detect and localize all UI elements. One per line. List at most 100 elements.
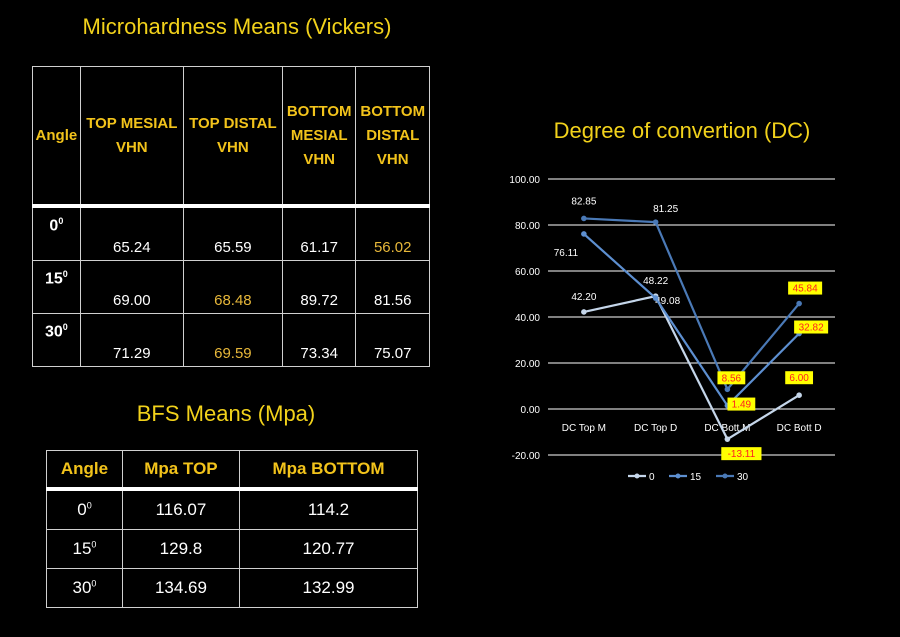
y-tick-label: -20.00 bbox=[512, 451, 541, 462]
y-tick-label: 20.00 bbox=[515, 359, 540, 370]
data-point bbox=[796, 300, 802, 307]
micro-header-line: TOP DISTAL bbox=[189, 114, 277, 132]
bfs-angle-cell: 150 bbox=[46, 529, 123, 569]
micro-value-cell: 65.24 bbox=[79, 205, 184, 261]
data-label: 42.20 bbox=[571, 292, 596, 303]
angle-value: 0 bbox=[77, 500, 87, 519]
angle-value: 15 bbox=[44, 270, 63, 288]
microhardness-table: Angle TOP MESIAL VHN TOP DISTAL VHN BOTTOM MES… bbox=[32, 66, 430, 367]
y-tick-label: 0.00 bbox=[521, 405, 541, 416]
micro-header-2: TOP DISTAL VHN bbox=[182, 66, 283, 207]
data-point bbox=[724, 386, 731, 393]
data-label: 1.49 bbox=[732, 400, 752, 411]
degree-superscript: 0 bbox=[58, 216, 64, 226]
micro-header-line: VHN bbox=[376, 150, 409, 168]
micro-header-line: VHN bbox=[115, 138, 148, 156]
micro-header-line: VHN bbox=[303, 150, 335, 168]
micro-angle-cell: 150 bbox=[32, 260, 81, 314]
bfs-angle-cell: 300 bbox=[46, 568, 123, 608]
micro-value-cell: 75.07 bbox=[355, 313, 430, 367]
data-point bbox=[581, 309, 587, 315]
degree-superscript: 0 bbox=[91, 578, 97, 589]
micro-value-cell: 61.17 bbox=[281, 205, 357, 261]
legend-marker bbox=[675, 473, 681, 479]
micro-value-cell: 69.00 bbox=[79, 260, 184, 314]
data-label: 8.56 bbox=[722, 373, 742, 384]
micro-header-1: TOP MESIAL VHN bbox=[79, 66, 184, 207]
micro-header-line: Angle bbox=[35, 126, 78, 144]
bfs-row: 150 129.8 120.77 bbox=[46, 529, 419, 569]
bfs-header-2: Mpa BOTTOM bbox=[238, 450, 419, 490]
data-label-highlight bbox=[727, 397, 756, 411]
legend-marker bbox=[722, 473, 728, 479]
bfs-value-cell: 120.77 bbox=[238, 529, 419, 569]
micro-value-cell: 81.56 bbox=[355, 260, 430, 314]
degree-superscript: 0 bbox=[91, 539, 97, 550]
y-tick-label: 40.00 bbox=[515, 313, 540, 324]
data-point bbox=[581, 231, 587, 237]
angle-value: 30 bbox=[72, 578, 92, 597]
data-label-highlight bbox=[794, 320, 829, 334]
micro-row: 150 69.00 68.48 89.72 81.56 bbox=[32, 260, 430, 314]
bfs-table: Angle Mpa TOP Mpa BOTTOM 00 116.07 114.2 150 1… bbox=[46, 450, 419, 608]
micro-header-line: DISTAL bbox=[366, 126, 420, 144]
bfs-value-cell: 116.07 bbox=[121, 488, 240, 530]
data-point bbox=[652, 295, 659, 301]
micro-value-cell: 69.59 bbox=[182, 313, 283, 367]
data-label: 76.11 bbox=[554, 248, 579, 259]
data-label: 48.22 bbox=[643, 276, 668, 287]
y-tick-label: 60.00 bbox=[515, 267, 540, 278]
dc-line-chart: -20.00 0.00 20.00 40.00 60.00 80.00 100.00 DC T… bbox=[509, 175, 835, 483]
data-label: 49.08 bbox=[655, 296, 680, 307]
bfs-angle-cell: 00 bbox=[46, 488, 123, 530]
bfs-title: BFS Means (Mpa) bbox=[136, 401, 316, 426]
micro-header-line: TOP MESIAL bbox=[86, 114, 178, 132]
data-label: 81.25 bbox=[653, 204, 678, 215]
data-point bbox=[724, 436, 731, 442]
micro-header-line: VHN bbox=[217, 138, 249, 156]
legend-label: 15 bbox=[690, 472, 702, 483]
degree-superscript: 0 bbox=[86, 500, 92, 511]
micro-row: 00 65.24 65.59 61.17 56.02 bbox=[32, 205, 430, 261]
micro-value-cell: 56.02 bbox=[355, 205, 430, 261]
x-tick-label: DC Bott D bbox=[777, 423, 822, 434]
micro-angle-cell: 00 bbox=[32, 205, 81, 261]
micro-row: 300 71.29 69.59 73.34 75.07 bbox=[32, 313, 430, 367]
micro-header-line: BOTTOM bbox=[360, 102, 426, 120]
microhardness-title: Microhardness Means (Vickers) bbox=[82, 14, 392, 39]
data-label-highlight bbox=[717, 371, 746, 385]
bfs-row: 00 116.07 114.2 bbox=[46, 488, 419, 530]
micro-header-line: BOTTOM bbox=[286, 102, 352, 120]
angle-value: 30 bbox=[44, 323, 63, 341]
bfs-value-cell: 134.69 bbox=[121, 568, 240, 608]
data-point bbox=[652, 219, 659, 225]
bfs-header-1: Mpa TOP bbox=[121, 450, 240, 490]
micro-value-cell: 73.34 bbox=[281, 313, 357, 367]
degree-superscript: 0 bbox=[62, 322, 68, 332]
micro-header-3: BOTTOM MESIAL VHN bbox=[281, 66, 357, 207]
micro-value-cell: 89.72 bbox=[281, 260, 357, 314]
bfs-header-0: Angle bbox=[46, 450, 123, 490]
y-tick-label: 100.00 bbox=[509, 175, 540, 186]
legend-label: 0 bbox=[649, 472, 655, 483]
chart-title: Degree of convertion (DC) bbox=[553, 118, 811, 143]
series-line-15 bbox=[583, 233, 800, 408]
angle-value: 0 bbox=[49, 217, 59, 235]
micro-angle-cell: 300 bbox=[32, 313, 81, 367]
bfs-value-cell: 132.99 bbox=[238, 568, 419, 608]
x-tick-label: DC Top M bbox=[562, 423, 606, 434]
data-label-highlight bbox=[785, 371, 814, 385]
y-tick-label: 80.00 bbox=[515, 221, 540, 232]
x-tick-label: DC Bott M bbox=[704, 423, 750, 434]
legend-label: 30 bbox=[737, 472, 749, 483]
micro-value-cell: 68.48 bbox=[182, 260, 283, 314]
data-label-highlight bbox=[721, 447, 762, 461]
data-point bbox=[581, 215, 587, 222]
data-label: 45.84 bbox=[793, 284, 818, 295]
legend-marker bbox=[634, 473, 640, 479]
angle-value: 15 bbox=[72, 539, 92, 558]
micro-value-cell: 65.59 bbox=[182, 205, 283, 261]
data-label: -13.11 bbox=[728, 449, 756, 460]
x-tick-label: DC Top D bbox=[634, 423, 677, 434]
data-label: 82.85 bbox=[571, 196, 596, 207]
